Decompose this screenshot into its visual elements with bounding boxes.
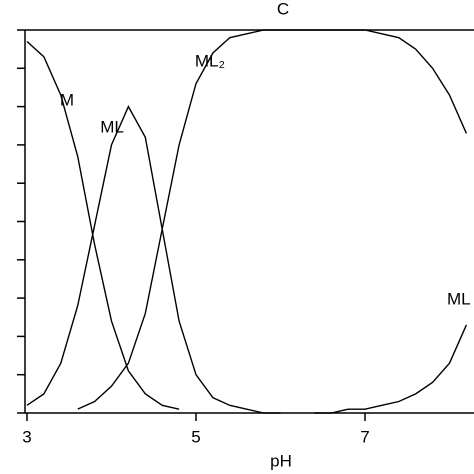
x-tick-label: 7 (360, 427, 369, 446)
curve-label: ML (100, 117, 124, 136)
chart-title: C (277, 0, 289, 18)
curve (26, 105, 281, 414)
curve (314, 324, 468, 414)
x-axis-label: pH (270, 451, 292, 470)
curve-label: ML (447, 289, 471, 308)
x-tick-label: 5 (191, 427, 200, 446)
curve-label: ML₂ (195, 51, 225, 70)
curve (26, 40, 180, 410)
curve (77, 29, 468, 410)
x-tick-label: 3 (22, 427, 31, 446)
